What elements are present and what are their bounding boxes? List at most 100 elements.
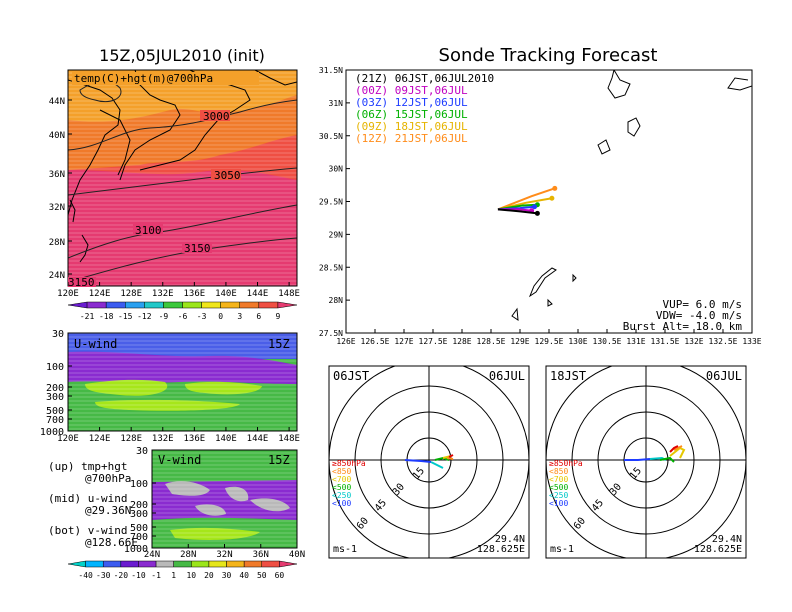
vdw-readout: VDW= -4.0 m/s — [656, 309, 742, 322]
wind-hodograph — [659, 456, 675, 463]
wind-hodograph — [669, 446, 686, 459]
tick-label: 6 — [256, 312, 261, 321]
tick-label: 28N — [49, 238, 65, 248]
tick-label: 120E — [57, 434, 79, 444]
tick-label: 148E — [278, 289, 300, 299]
colorbar-swatch — [85, 560, 104, 568]
polar-unit: ms-1 — [333, 544, 357, 555]
tick-label: 131E — [626, 337, 645, 346]
tick-label: 24N — [144, 550, 160, 560]
polar-date: 06JUL — [706, 369, 742, 383]
track-series — [497, 208, 538, 215]
contour-label: 3050 — [214, 169, 241, 182]
note-line: (bot) v-wind — [48, 524, 127, 537]
colorbar-swatch — [144, 301, 164, 309]
tick-label: 28N — [180, 550, 196, 560]
tick-label: 131.5E — [651, 337, 680, 346]
tick-label: 29N — [329, 230, 344, 239]
tick-label: 30.5N — [319, 132, 343, 141]
tick-label: -10 — [131, 571, 146, 580]
tick-label: 40N — [289, 550, 305, 560]
vup-readout: VUP= 6.0 m/s — [663, 298, 742, 311]
tick-label: 124E — [89, 289, 111, 299]
contour-label: 3000 — [203, 110, 230, 123]
tick-label: 128E — [120, 434, 142, 444]
colorbar-swatch — [261, 560, 280, 568]
tick-label: 127E — [394, 337, 413, 346]
ring-label: 30 — [391, 482, 407, 498]
tick-label: 100 — [130, 479, 148, 490]
tick-label: 132E — [152, 289, 174, 299]
colorbar-swatch — [258, 301, 279, 309]
map-frame — [67, 69, 298, 287]
polar-time: 06JST — [333, 369, 369, 383]
burst-readout: Burst Alt= 18.0 km — [623, 320, 743, 333]
tick-label: 36N — [49, 170, 65, 180]
panel-notes: (up) tmp+hgt @700hPa (mid) u-wind @29.36… — [48, 460, 138, 549]
polar-lat: 29.4N — [495, 534, 525, 545]
tick-label: 130E — [568, 337, 587, 346]
tick-label: 700 — [130, 532, 148, 543]
temperature-colorbar: -21 -18 -15 -12 -9 -6 -3 0 3 6 9 — [67, 301, 298, 321]
legend-entry: (09Z) 18JST,06JUL — [355, 120, 468, 133]
level-legend: ≥850hPa — [332, 459, 366, 468]
tick-label: -3 — [197, 312, 207, 321]
tick-label: 24N — [49, 271, 65, 281]
colorbar-swatch — [226, 560, 245, 568]
tick-label: -15 — [118, 312, 133, 321]
legend-entry: (21Z) 06JST,06JUL2010 — [355, 72, 494, 85]
tick-label: 130.5E — [593, 337, 622, 346]
tick-label: 40 — [239, 571, 249, 580]
colorbar-swatch — [102, 560, 122, 568]
tick-label: 200 — [46, 383, 64, 394]
contour-label: 3150 — [184, 242, 211, 255]
wind-hodograph — [446, 457, 454, 460]
colorbar-swatch — [138, 560, 157, 568]
colorbar-swatch — [105, 301, 126, 309]
tick-label: -21 — [80, 312, 95, 321]
temperature-map-panel: temp(C)+hgt(m)@700hPa 3000 3050 3100 315… — [49, 69, 300, 299]
level-legend: <850 — [332, 467, 351, 476]
contour-label: 3150 — [68, 276, 95, 289]
tick-label: 31N — [329, 99, 344, 108]
note-line: @128.66E — [85, 536, 138, 549]
track-endpoint — [534, 210, 540, 216]
polar-time: 18JST — [550, 369, 586, 383]
wind-hodograph — [624, 458, 651, 461]
level-legend: <700 — [332, 475, 351, 484]
tick-label: 1 — [171, 571, 176, 580]
colorbar-swatch — [191, 560, 210, 568]
tick-label: 128.5E — [477, 337, 506, 346]
level-legend: <500 — [549, 483, 568, 492]
tick-label: 127.5E — [419, 337, 448, 346]
tick-label: 129.5E — [535, 337, 564, 346]
colorbar-swatch — [182, 301, 202, 309]
level-legend: <100 — [549, 499, 568, 508]
colorbar-swatch — [163, 301, 183, 309]
legend-entry: (03Z) 12JST,06JUL — [355, 96, 468, 109]
legend-entry: (00Z) 09JST,06JUL — [355, 84, 468, 97]
tick-label: 32N — [216, 550, 232, 560]
track-endpoint — [552, 185, 558, 191]
tick-label: -6 — [178, 312, 188, 321]
track-series — [497, 187, 556, 211]
tick-label: 133E — [742, 337, 761, 346]
colorbar-swatch — [279, 560, 298, 568]
main-title: Sonde Tracking Forecast — [439, 45, 658, 66]
tick-label: 140E — [215, 289, 237, 299]
colorbar-swatch — [67, 560, 86, 568]
tick-label: 1000 — [40, 427, 64, 438]
tick-label: 29.5N — [319, 198, 343, 207]
tick-label: 120E — [57, 289, 79, 299]
colorbar-swatch — [67, 301, 88, 309]
map-label: temp(C)+hgt(m)@700hPa — [74, 72, 213, 85]
tick-label: -9 — [159, 312, 169, 321]
tick-label: 132E — [152, 434, 174, 444]
wind-hodograph — [430, 461, 444, 469]
tick-label: 136E — [184, 289, 206, 299]
legend-entry: (06Z) 15JST,06JUL — [355, 108, 468, 121]
polar-unit: ms-1 — [550, 544, 574, 555]
level-legend: <850 — [549, 467, 568, 476]
note-line: (up) tmp+hgt — [48, 460, 127, 473]
